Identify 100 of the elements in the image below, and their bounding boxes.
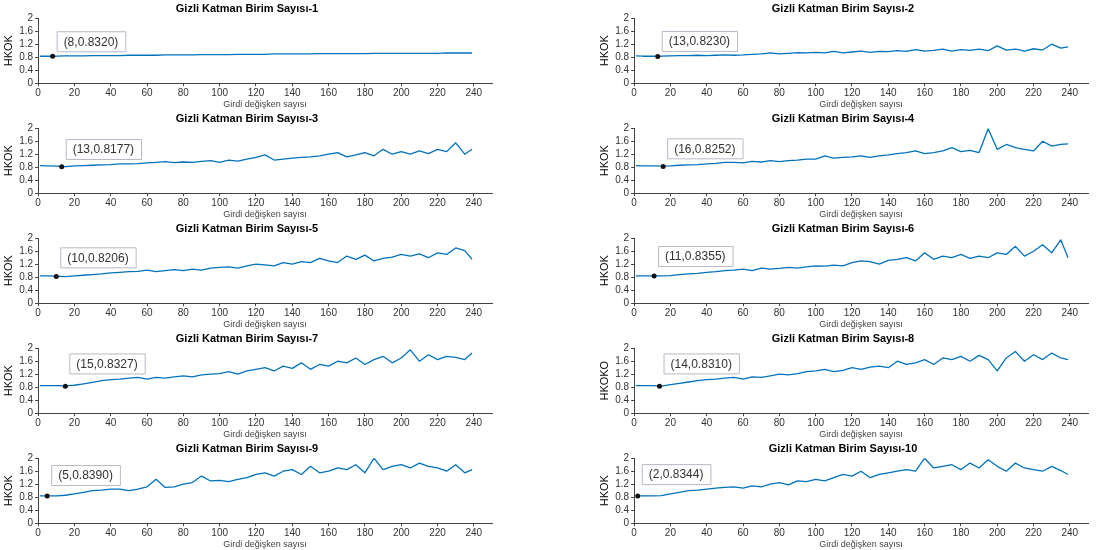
x-tick-label: 220: [429, 526, 447, 538]
x-tick-label: 220: [1025, 196, 1043, 208]
x-axis-title: Girdi değişken sayısı: [223, 99, 307, 110]
x-tick-label: 40: [701, 526, 713, 538]
x-tick-label: 240: [1061, 306, 1079, 318]
y-tick-label: 0.8: [615, 380, 630, 392]
y-tick-label: 0: [623, 76, 630, 88]
x-tick-label: 240: [465, 416, 483, 428]
x-tick-label: 160: [320, 86, 338, 98]
chart-title: Gizli Katman Birim Sayısı-3: [175, 111, 319, 124]
y-tick-label: 0.8: [615, 160, 630, 172]
x-tick-label: 240: [1061, 526, 1079, 538]
x-axis-title: Girdi değişken sayısı: [819, 319, 903, 330]
annotation: (11,0.8355): [665, 249, 726, 264]
y-tick-label: 1.6: [19, 354, 34, 366]
annotation: (5,0.8390): [58, 468, 113, 483]
chart-title: Gizli Katman Birim Sayısı-2: [771, 1, 915, 14]
annotation: (16,0.8252): [674, 141, 736, 156]
x-tick-label: 200: [392, 416, 410, 428]
y-tick-label: 0.4: [615, 283, 630, 295]
y-tick-label: 2: [623, 121, 630, 133]
y-axis-title: HKOK: [597, 34, 610, 67]
y-tick-label: 0: [623, 296, 630, 308]
x-tick-label: 20: [68, 416, 81, 428]
x-tick-label: 80: [773, 86, 786, 98]
y-tick-label: 0: [27, 186, 34, 198]
annotation: (13,0.8230): [668, 34, 731, 49]
y-tick-label: 1.6: [615, 354, 630, 366]
x-tick-label: 140: [879, 86, 898, 98]
x-tick-label: 0: [35, 416, 42, 428]
x-tick-label: 60: [737, 86, 750, 98]
x-tick-label: 160: [320, 306, 338, 318]
x-tick-label: 200: [988, 526, 1006, 538]
y-axis-title: HKOK: [1, 474, 14, 507]
x-tick-label: 60: [141, 416, 154, 428]
x-tick-label: 140: [879, 196, 898, 208]
x-tick-label: 180: [952, 416, 970, 428]
y-tick-label: 0.8: [615, 270, 630, 282]
y-tick-label: 2: [623, 231, 630, 243]
x-tick-label: 180: [356, 306, 374, 318]
x-tick-label: 20: [664, 196, 677, 208]
x-tick-label: 120: [247, 416, 265, 428]
x-tick-label: 80: [773, 306, 786, 318]
x-tick-label: 160: [916, 196, 934, 208]
y-tick-label: 0.8: [19, 270, 34, 282]
chart-title: Gizli Katman Birim Sayısı-8: [771, 331, 915, 344]
x-tick-label: 60: [737, 526, 750, 538]
x-tick-label: 60: [141, 86, 154, 98]
y-tick-label: 0: [623, 406, 630, 418]
y-tick-label: 1.2: [19, 367, 34, 379]
y-tick-label: 2: [27, 341, 34, 353]
x-tick-label: 20: [68, 306, 81, 318]
x-tick-label: 240: [1061, 416, 1079, 428]
x-tick-label: 160: [320, 416, 338, 428]
x-tick-label: 180: [952, 196, 970, 208]
x-tick-label: 80: [177, 196, 190, 208]
x-tick-label: 240: [465, 526, 483, 538]
x-tick-label: 180: [952, 526, 970, 538]
x-tick-label: 80: [773, 196, 786, 208]
y-tick-label: 2: [27, 231, 34, 243]
x-tick-label: 20: [664, 86, 677, 98]
y-tick-label: 1.2: [19, 147, 34, 159]
y-axis-title: HKOK: [597, 254, 610, 287]
x-tick-label: 120: [247, 526, 265, 538]
x-tick-label: 220: [1025, 306, 1043, 318]
y-tick-label: 1.2: [615, 257, 630, 269]
x-tick-label: 60: [141, 526, 154, 538]
x-tick-label: 140: [283, 86, 302, 98]
x-tick-label: 180: [356, 86, 374, 98]
x-tick-label: 200: [988, 306, 1006, 318]
x-axis-title: Girdi değişken sayısı: [819, 209, 903, 220]
chart-title: Gizli Katman Birim Sayısı-4: [771, 111, 916, 124]
x-tick-label: 80: [177, 86, 190, 98]
y-axis-title: HKOK: [1, 254, 14, 287]
y-axis-title: HKOK: [597, 474, 610, 507]
x-tick-label: 180: [952, 86, 970, 98]
x-tick-label: 240: [465, 86, 483, 98]
x-tick-label: 100: [211, 526, 229, 538]
x-tick-label: 120: [843, 86, 861, 98]
x-tick-label: 120: [247, 306, 265, 318]
y-tick-label: 1.6: [19, 24, 34, 36]
x-tick-label: 0: [631, 306, 638, 318]
x-tick-label: 180: [356, 416, 374, 428]
y-tick-label: 2: [623, 341, 630, 353]
x-tick-label: 220: [429, 86, 447, 98]
x-tick-label: 140: [879, 526, 898, 538]
x-tick-label: 20: [664, 306, 677, 318]
x-tick-label: 120: [843, 416, 861, 428]
y-tick-label: 0.8: [615, 50, 630, 62]
x-tick-label: 0: [35, 196, 42, 208]
x-tick-label: 140: [283, 196, 302, 208]
x-tick-label: 240: [465, 196, 483, 208]
chart-title: Gizli Katman Birim Sayısı-9: [175, 441, 319, 454]
y-tick-label: 0: [27, 406, 34, 418]
y-tick-label: 0.4: [615, 503, 630, 515]
y-tick-label: 0: [27, 76, 34, 88]
annotation: (14,0.8310): [670, 356, 732, 371]
x-tick-label: 140: [283, 416, 302, 428]
x-tick-label: 220: [429, 306, 447, 318]
y-tick-label: 2: [623, 11, 630, 23]
